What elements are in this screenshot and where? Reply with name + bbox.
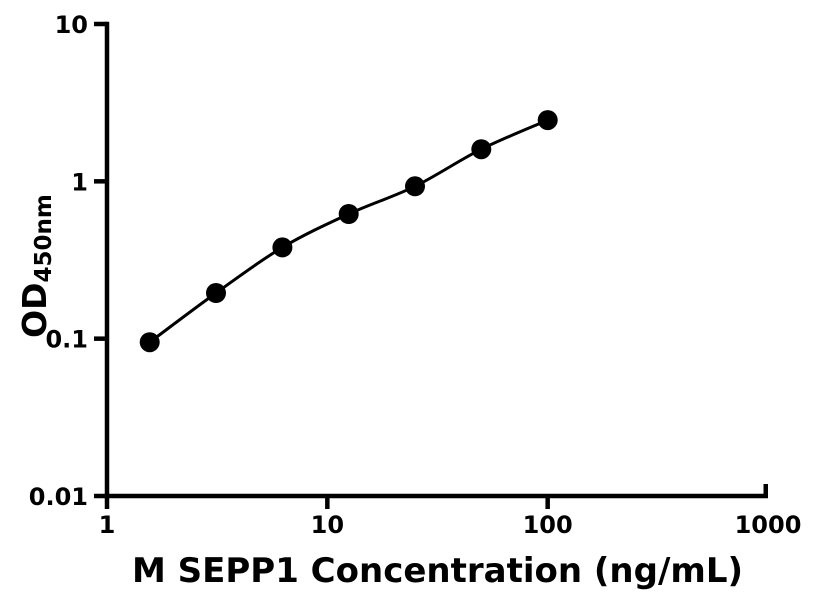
y-axis-title: OD450nm [5, 161, 65, 371]
data-point-marker [405, 176, 425, 197]
data-point-marker [206, 283, 226, 303]
y-axis-title-subscript: 450nm [31, 194, 57, 283]
data-point-marker [272, 237, 293, 258]
data-point-marker [471, 139, 492, 160]
data-point-marker [139, 332, 160, 353]
x-tick-label: 1 [99, 511, 116, 539]
y-tick-label: 10 [55, 11, 88, 39]
x-tick-label: 100 [523, 511, 573, 539]
x-axis-title: M SEPP1 Concentration (ng/mL) [131, 551, 744, 591]
y-tick-label: 0.1 [45, 326, 88, 354]
y-axis-title-main: OD [15, 282, 54, 338]
x-tick-label: 1000 [735, 511, 802, 539]
y-tick-label: 1 [71, 168, 88, 196]
y-tick-label: 0.01 [29, 483, 88, 511]
data-point-marker [537, 110, 558, 131]
data-point-marker [338, 204, 359, 224]
x-tick-label: 10 [311, 511, 344, 539]
